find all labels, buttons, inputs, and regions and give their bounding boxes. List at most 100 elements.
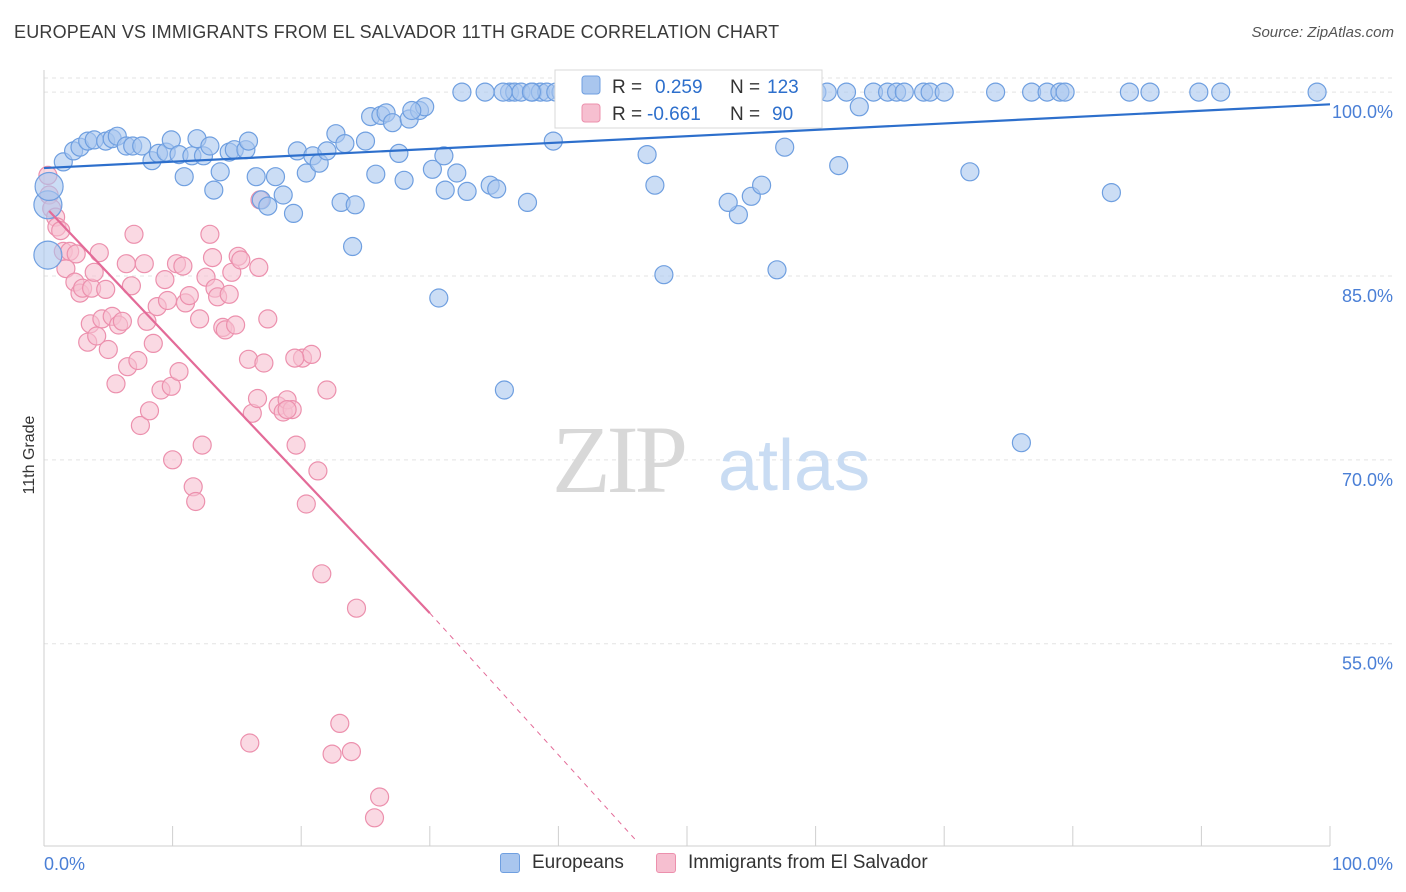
legend-pink-r-label: R = xyxy=(612,104,642,125)
pink-point xyxy=(137,311,157,331)
blue-point xyxy=(493,82,513,102)
pink-point xyxy=(106,374,126,394)
blue-point xyxy=(435,180,455,200)
blue-point xyxy=(1101,183,1122,203)
blue-point xyxy=(457,181,477,201)
pink-point xyxy=(192,435,212,455)
x-tick-label-min: 0.0% xyxy=(44,854,85,874)
watermark-zip: ZIP xyxy=(552,406,685,513)
legend-item-el-salvador: Immigrants from El Salvador xyxy=(656,852,928,874)
blue-point xyxy=(775,137,795,157)
blue-point xyxy=(985,82,1006,102)
pink-point xyxy=(285,348,305,368)
watermark: ZIP atlas xyxy=(552,406,870,513)
pink-point xyxy=(317,380,337,400)
pink-point xyxy=(231,250,251,270)
blue-point xyxy=(343,236,363,257)
blue-point xyxy=(33,240,63,270)
pink-point xyxy=(341,741,361,762)
legend-label-el-salvador: Immigrants from El Salvador xyxy=(688,852,928,873)
blue-point xyxy=(434,146,454,166)
pink-point xyxy=(96,279,116,299)
pink-point xyxy=(157,290,178,311)
pink-point xyxy=(286,435,306,455)
pink-point xyxy=(312,564,332,584)
pink-point xyxy=(98,339,118,360)
pink-trend-extension xyxy=(429,612,636,841)
blue-point xyxy=(210,162,230,182)
legend-swatch-el-salvador xyxy=(656,853,676,873)
pink-point xyxy=(186,491,206,512)
pink-point xyxy=(155,270,175,290)
blue-point xyxy=(543,131,563,151)
pink-point xyxy=(139,401,160,421)
blue-trend-line xyxy=(43,103,1331,170)
blue-point xyxy=(429,288,449,308)
blue-point xyxy=(1055,82,1075,102)
blue-point xyxy=(335,134,355,154)
blue-point xyxy=(637,145,657,165)
pink-point xyxy=(219,284,239,304)
pink-point xyxy=(116,254,136,274)
stats-legend: R = 0.259 N = 123 R = -0.661 N = 90 xyxy=(554,69,823,129)
pink-point xyxy=(370,787,390,807)
blue-point xyxy=(447,163,467,183)
blue-point xyxy=(422,159,442,179)
pink-point xyxy=(134,254,154,274)
pink-point xyxy=(87,326,107,346)
pink-series-points xyxy=(38,165,390,828)
pink-point xyxy=(308,461,328,481)
x-tick-label-max: 100.0% xyxy=(1332,854,1393,874)
blue-point xyxy=(1211,82,1231,102)
pink-point xyxy=(84,262,104,282)
pink-point xyxy=(179,286,199,306)
blue-point xyxy=(174,167,194,187)
pink-point xyxy=(249,257,269,277)
series-legend: Europeans Immigrants from El Salvador xyxy=(0,850,1406,880)
source-label: Source: ZipAtlas.com xyxy=(1251,24,1394,41)
legend-label-europeans: Europeans xyxy=(532,852,624,873)
blue-point xyxy=(246,167,266,187)
pink-point xyxy=(247,388,268,409)
pink-point xyxy=(128,350,148,371)
pink-point xyxy=(202,248,223,268)
blue-point xyxy=(521,82,542,102)
blue-point xyxy=(1140,82,1160,102)
y-tick-label: 100.0% xyxy=(1332,102,1393,122)
blue-point xyxy=(265,167,286,187)
pink-point xyxy=(277,400,297,420)
pink-point xyxy=(66,244,86,264)
pink-point xyxy=(346,598,367,618)
pink-point xyxy=(124,224,144,244)
pink-point xyxy=(200,224,220,244)
pink-point xyxy=(89,243,109,263)
legend-blue-r-label: R = xyxy=(612,77,642,98)
blue-point xyxy=(283,203,304,223)
blue-point xyxy=(258,196,278,216)
watermark-atlas: atlas xyxy=(718,426,870,506)
pink-point xyxy=(240,733,260,753)
blue-point xyxy=(894,82,914,102)
pink-point xyxy=(301,344,322,364)
blue-point xyxy=(718,192,738,212)
blue-point xyxy=(345,195,365,215)
blue-point xyxy=(645,175,665,195)
blue-point xyxy=(273,185,293,205)
blue-point xyxy=(296,163,316,183)
legend-swatch-europeans xyxy=(500,853,520,873)
blue-point xyxy=(1307,82,1327,102)
y-tick-label: 55.0% xyxy=(1342,654,1393,674)
blue-point xyxy=(751,175,772,195)
legend-blue-r-value: 0.259 xyxy=(655,77,703,98)
trend-lines xyxy=(43,103,1331,841)
blue-point xyxy=(238,131,259,151)
pink-point xyxy=(296,494,316,514)
blue-point xyxy=(1119,82,1140,102)
pink-point xyxy=(169,362,189,382)
y-axis-label: 11th Grade xyxy=(21,415,38,494)
x-axis-ticks xyxy=(43,826,1331,846)
blue-point xyxy=(382,113,403,133)
blue-point xyxy=(402,100,422,121)
blue-point xyxy=(389,143,409,163)
